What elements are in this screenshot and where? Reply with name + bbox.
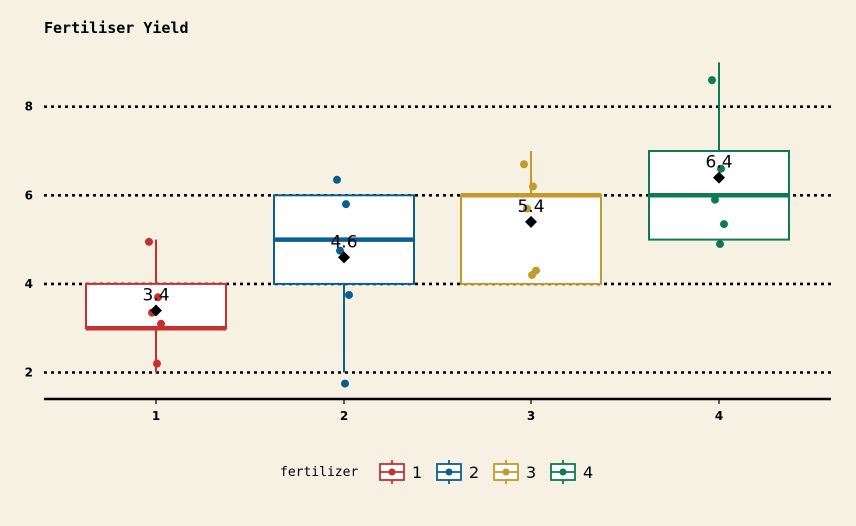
mean-label: 4.6 <box>330 232 357 252</box>
data-point <box>154 293 162 302</box>
data-point <box>523 204 531 213</box>
x-tick-label: 2 <box>340 409 348 423</box>
legend-label: 2 <box>469 463 479 482</box>
legend-item-1: 1 <box>379 460 422 484</box>
legend-item-4: 4 <box>550 460 593 484</box>
y-tick-label: 4 <box>25 277 33 291</box>
y-tick-label: 6 <box>25 188 33 202</box>
box-iqr <box>460 194 602 285</box>
mean-marker <box>525 215 537 228</box>
grid-lines <box>44 105 831 374</box>
legend-key-point <box>445 468 453 476</box>
boxplot-group-4: 6.4 <box>648 62 790 249</box>
data-point <box>157 319 165 328</box>
data-point <box>145 237 153 246</box>
legend-label: 3 <box>526 463 536 482</box>
legend-item-3: 3 <box>493 460 536 484</box>
legend-key-point <box>559 468 567 476</box>
data-point <box>333 175 341 184</box>
data-point <box>720 220 728 229</box>
data-point <box>529 182 537 191</box>
boxplot-group-1: 3.4 <box>85 237 227 373</box>
boxplot-group-2: 4.6 <box>273 175 415 388</box>
x-tick-label: 1 <box>152 409 160 423</box>
data-point <box>341 379 349 388</box>
mean-label: 6.4 <box>705 153 732 173</box>
mean-marker <box>713 171 725 184</box>
legend-label: 1 <box>412 463 422 482</box>
y-axis-ticks: 2 4 6 8 <box>25 100 33 380</box>
legend-label: 4 <box>583 463 593 482</box>
boxplots: 3.4 4.6 5.4 6.4 <box>85 62 790 388</box>
legend-items: 1 2 3 4 <box>379 460 593 484</box>
legend-item-2: 2 <box>436 460 479 484</box>
legend-key-point <box>388 468 396 476</box>
data-point <box>345 290 353 299</box>
x-tick-label: 4 <box>715 409 723 423</box>
chart-title: Fertiliser Yield <box>44 19 189 37</box>
data-point <box>342 200 350 209</box>
data-point <box>153 359 161 368</box>
data-point <box>708 76 716 85</box>
mean-marker <box>150 304 162 317</box>
data-point <box>528 271 536 280</box>
legend-key-point <box>502 468 510 476</box>
data-point <box>711 195 719 204</box>
data-point <box>520 160 528 169</box>
y-tick-label: 8 <box>25 100 33 114</box>
legend: fertilizer 1 2 3 4 <box>280 460 593 484</box>
x-axis-ticks: 1 2 3 4 <box>152 399 723 423</box>
x-tick-label: 3 <box>527 409 535 423</box>
legend-title: fertilizer <box>280 465 358 480</box>
data-point <box>717 164 725 173</box>
data-point <box>716 240 724 249</box>
mean-label: 3.4 <box>142 285 169 305</box>
boxplot-group-3: 5.4 <box>460 151 602 285</box>
mean-marker <box>338 251 350 264</box>
mean-label: 5.4 <box>517 197 544 217</box>
data-point <box>336 246 344 255</box>
y-tick-label: 2 <box>25 366 33 380</box>
